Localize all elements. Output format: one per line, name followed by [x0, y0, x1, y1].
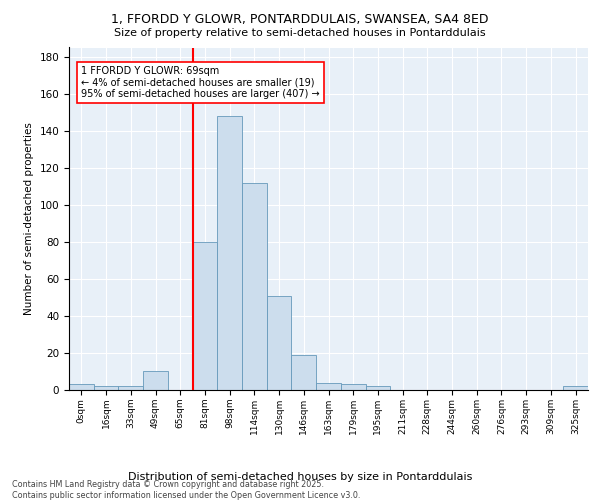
Bar — [563, 386, 588, 390]
Y-axis label: Number of semi-detached properties: Number of semi-detached properties — [24, 122, 34, 315]
Bar — [217, 116, 242, 390]
Bar — [69, 384, 94, 390]
Text: Distribution of semi-detached houses by size in Pontarddulais: Distribution of semi-detached houses by … — [128, 472, 472, 482]
Bar — [193, 242, 217, 390]
Text: 1 FFORDD Y GLOWR: 69sqm
← 4% of semi-detached houses are smaller (19)
95% of sem: 1 FFORDD Y GLOWR: 69sqm ← 4% of semi-det… — [82, 66, 320, 99]
Bar — [341, 384, 365, 390]
Text: Size of property relative to semi-detached houses in Pontarddulais: Size of property relative to semi-detach… — [114, 28, 486, 38]
Bar — [94, 386, 118, 390]
Bar — [118, 386, 143, 390]
Bar — [316, 382, 341, 390]
Bar — [267, 296, 292, 390]
Bar — [143, 372, 168, 390]
Bar — [242, 182, 267, 390]
Text: Contains HM Land Registry data © Crown copyright and database right 2025.
Contai: Contains HM Land Registry data © Crown c… — [12, 480, 361, 500]
Bar — [365, 386, 390, 390]
Text: 1, FFORDD Y GLOWR, PONTARDDULAIS, SWANSEA, SA4 8ED: 1, FFORDD Y GLOWR, PONTARDDULAIS, SWANSE… — [111, 12, 489, 26]
Bar — [292, 355, 316, 390]
